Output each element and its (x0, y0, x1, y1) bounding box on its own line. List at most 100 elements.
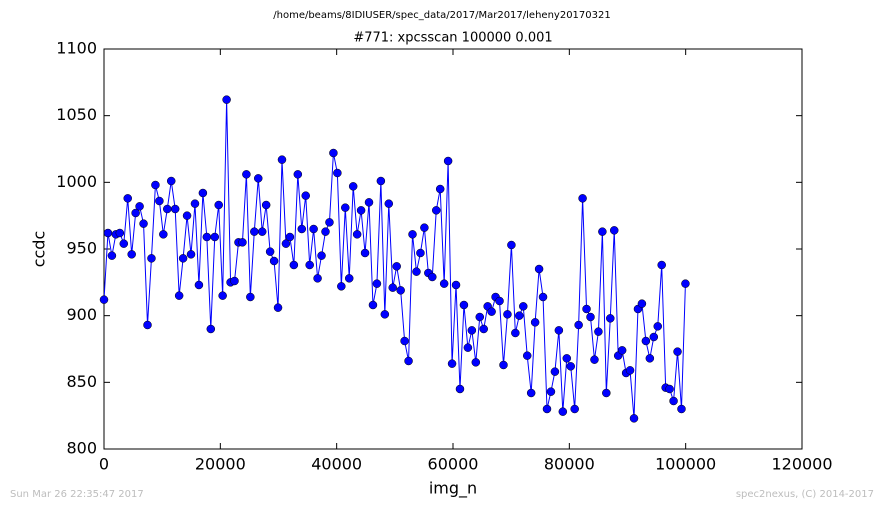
data-point (669, 396, 678, 406)
data-point (582, 304, 591, 314)
data-point (230, 276, 239, 286)
x-axis-label: img_n (429, 479, 477, 499)
data-point (641, 336, 651, 346)
data-point (570, 404, 579, 414)
y-tick-label: 950 (66, 239, 97, 258)
data-point (463, 343, 473, 352)
y-axis-label: ccdc (30, 231, 49, 268)
data-point (609, 226, 619, 235)
data-point (293, 170, 303, 179)
data-point (206, 324, 216, 334)
data-point (178, 254, 188, 263)
data-point (170, 204, 180, 214)
data-point (261, 200, 271, 210)
data-point (396, 286, 405, 295)
data-point (325, 218, 334, 227)
data-point (420, 223, 429, 232)
data-point (447, 359, 457, 368)
x-tick-label: 60000 (428, 455, 479, 474)
data-point (467, 326, 477, 335)
data-point (238, 238, 247, 247)
data-point (368, 300, 378, 310)
data-point (143, 320, 152, 330)
data-point (273, 303, 283, 312)
footer-credit: spec2nexus, (C) 2014-2017 (736, 489, 874, 500)
data-point (333, 168, 342, 178)
data-point (617, 346, 627, 355)
data-point (254, 174, 263, 183)
data-point (127, 250, 136, 259)
data-point (594, 327, 603, 336)
data-point (566, 362, 575, 371)
data-point (649, 332, 659, 342)
data-point (384, 199, 394, 208)
data-point (155, 196, 164, 206)
x-tick-label: 80000 (544, 455, 595, 474)
data-point (526, 388, 536, 398)
data-point (602, 388, 611, 398)
data-point (321, 227, 330, 236)
data-point (558, 407, 568, 416)
data-point (289, 260, 299, 270)
suptitle: /home/beams/8IDIUSER/spec_data/2017/Mar2… (273, 10, 610, 21)
data-point (250, 227, 259, 236)
data-point (348, 182, 358, 191)
plot-frame (103, 48, 803, 450)
y-tick-label: 1000 (56, 172, 97, 191)
data-point (135, 202, 144, 211)
data-point (115, 228, 125, 238)
data-point (242, 170, 251, 179)
data-point (344, 274, 354, 283)
data-point (511, 328, 520, 338)
data-point (218, 291, 227, 300)
data-point (404, 356, 413, 366)
data-point (269, 256, 279, 266)
data-point (534, 264, 544, 274)
data-point (103, 228, 113, 238)
data-point (281, 239, 291, 248)
data-point (147, 254, 156, 263)
data-point (598, 227, 607, 236)
data-point (522, 351, 532, 360)
data-point (301, 191, 310, 200)
data-point (586, 312, 595, 322)
data-point (190, 199, 200, 208)
data-point (119, 239, 129, 248)
y-tick-label: 850 (66, 372, 97, 391)
data-point (451, 280, 461, 290)
data-point (376, 176, 386, 186)
data-point (574, 320, 583, 330)
data-point (139, 219, 148, 228)
data-point (653, 322, 662, 331)
data-point (487, 307, 496, 316)
y-tick-label: 800 (66, 439, 97, 458)
data-point (337, 282, 346, 291)
data-point (499, 360, 508, 370)
data-point (392, 262, 401, 271)
data-point (550, 367, 560, 376)
data-point (495, 296, 504, 306)
data-point (265, 247, 275, 256)
data-point (305, 260, 314, 270)
data-point (202, 232, 212, 242)
data-point (530, 318, 540, 327)
data-point (590, 355, 599, 364)
data-point (673, 347, 682, 356)
data-point (665, 384, 674, 394)
data-point (562, 354, 572, 363)
x-tick-label: 120000 (771, 455, 832, 474)
data-point (186, 250, 196, 259)
data-point (400, 336, 409, 346)
data-point (329, 148, 338, 158)
data-point (629, 414, 639, 423)
data-point (285, 232, 295, 242)
data-point (428, 272, 437, 282)
data-point (412, 267, 421, 276)
data-point (257, 227, 267, 236)
data-point (210, 232, 219, 242)
data-point (455, 384, 465, 394)
data-point (246, 292, 255, 302)
data-line (103, 99, 686, 419)
data-point (471, 358, 481, 367)
